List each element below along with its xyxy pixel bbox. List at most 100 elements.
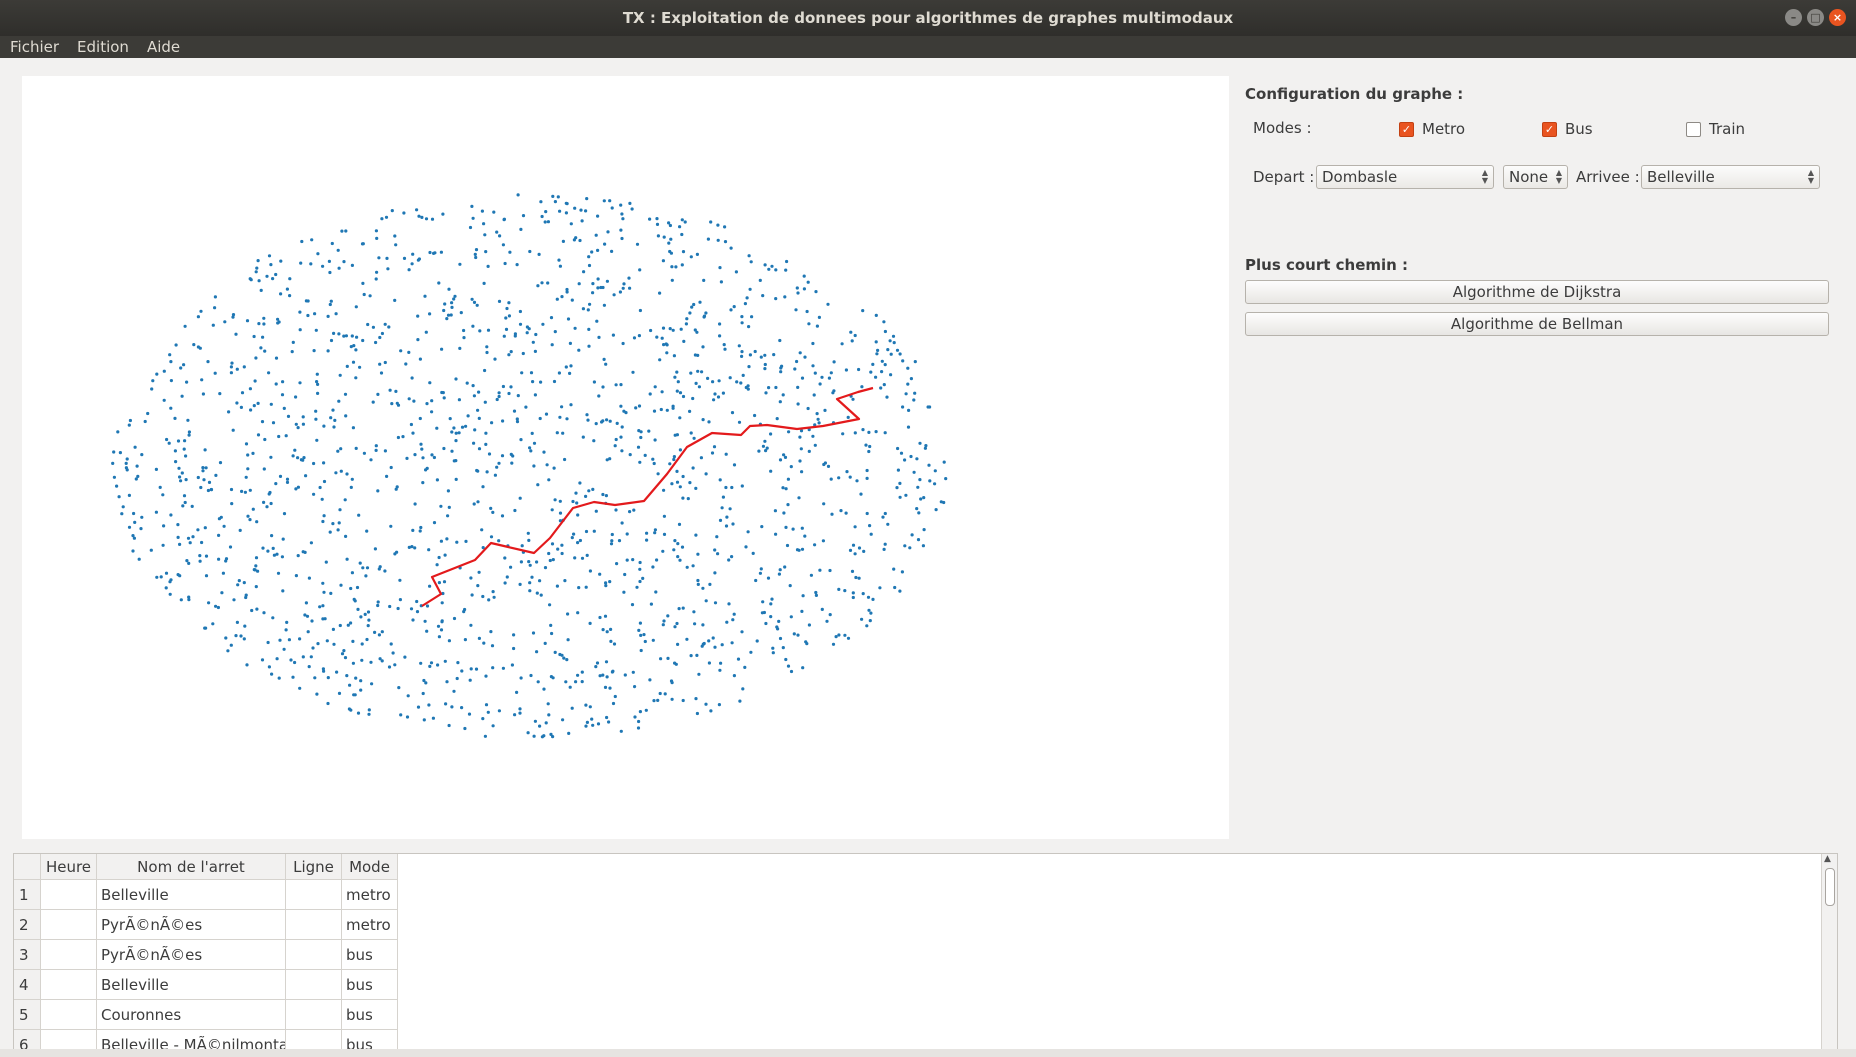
scroll-up-icon[interactable]: ▲: [1824, 854, 1831, 864]
graph-node: [316, 391, 320, 395]
graph-node: [485, 350, 489, 355]
graph-node: [558, 264, 563, 268]
graph-node: [304, 474, 308, 478]
graph-node: [509, 565, 513, 569]
graph-node: [918, 441, 922, 445]
header-nom[interactable]: Nom de l'arret: [97, 854, 286, 879]
graph-node: [673, 625, 677, 629]
table-row[interactable]: 1 Belleville metro: [14, 880, 398, 910]
graph-node: [407, 545, 411, 549]
vertical-scrollbar[interactable]: ▲: [1821, 854, 1837, 1050]
graph-node: [463, 607, 467, 612]
graph-node: [701, 623, 705, 627]
graph-node: [638, 560, 642, 565]
dijkstra-button[interactable]: Algorithme de Dijkstra: [1245, 280, 1829, 304]
depart-select[interactable]: Dombasle ▲ ▼: [1316, 165, 1494, 189]
graph-node: [340, 652, 345, 656]
graph-node: [573, 326, 577, 330]
graph-node: [612, 293, 616, 297]
graph-node: [861, 428, 865, 432]
graph-node: [653, 438, 657, 442]
table-row[interactable]: 3 PyrÃ©nÃ©es bus: [14, 940, 398, 970]
graph-node: [128, 418, 132, 423]
table-row[interactable]: 4 Belleville bus: [14, 970, 398, 1000]
close-icon[interactable]: ×: [1829, 9, 1846, 26]
graph-node: [529, 449, 533, 453]
graph-node: [678, 225, 682, 229]
graph-node: [867, 449, 871, 454]
table-row[interactable]: 5 Couronnes bus: [14, 1000, 398, 1030]
header-ligne[interactable]: Ligne: [286, 854, 342, 879]
train-checkbox[interactable]: Train: [1686, 120, 1745, 138]
menu-fichier[interactable]: Fichier: [10, 38, 60, 56]
graph-node: [577, 282, 581, 286]
graph-node: [678, 416, 682, 420]
graph-node: [238, 528, 242, 532]
graph-node: [680, 232, 684, 237]
graph-node: [673, 539, 677, 543]
graph-node: [543, 566, 548, 570]
graph-node: [800, 547, 805, 551]
menu-edition[interactable]: Edition: [77, 38, 129, 56]
time-select[interactable]: None ▲ ▼: [1503, 165, 1568, 189]
graph-node: [602, 303, 607, 307]
graph-node: [665, 351, 669, 355]
graph-node: [942, 500, 946, 505]
graph-node: [857, 576, 861, 580]
graph-node: [260, 420, 265, 424]
table-row[interactable]: 2 PyrÃ©nÃ©es metro: [14, 910, 398, 940]
graph-node: [375, 236, 379, 240]
graph-node: [769, 602, 773, 606]
graph-node: [482, 641, 486, 645]
graph-node: [584, 494, 588, 498]
graph-node: [648, 678, 652, 682]
graph-plot[interactable]: [22, 76, 1229, 839]
graph-canvas[interactable]: [22, 76, 1229, 839]
graph-node: [594, 233, 598, 237]
bellman-button[interactable]: Algorithme de Bellman: [1245, 312, 1829, 336]
graph-node: [753, 413, 757, 418]
table-cell-nom: Belleville - MÃ©nilmontant: [97, 1030, 286, 1050]
graph-node: [354, 446, 358, 450]
time-value: None: [1509, 168, 1549, 186]
graph-node: [717, 703, 722, 707]
graph-node: [899, 451, 904, 455]
graph-node: [356, 607, 360, 612]
scroll-thumb[interactable]: [1825, 868, 1835, 906]
graph-node: [446, 514, 450, 518]
maximize-icon[interactable]: □: [1807, 9, 1824, 26]
table-row[interactable]: 6 Belleville - MÃ©nilmontant bus: [14, 1030, 398, 1050]
graph-node: [558, 519, 563, 523]
graph-node: [621, 341, 625, 346]
graph-node: [301, 422, 305, 426]
menu-aide[interactable]: Aide: [146, 38, 181, 56]
graph-node: [378, 362, 382, 366]
header-mode[interactable]: Mode: [342, 854, 398, 879]
arrivee-select[interactable]: Belleville ▲ ▼: [1641, 165, 1820, 189]
graph-node: [740, 321, 744, 325]
graph-node: [277, 434, 281, 439]
graph-node: [580, 219, 584, 223]
graph-node: [691, 564, 695, 568]
results-table[interactable]: Heure Nom de l'arret Ligne Mode 1 Bellevi…: [13, 853, 1838, 1051]
graph-node: [590, 717, 594, 721]
minimize-icon[interactable]: –: [1785, 9, 1802, 26]
graph-node: [579, 208, 583, 212]
graph-node: [750, 315, 754, 319]
graph-node: [425, 629, 429, 633]
header-heure[interactable]: Heure: [41, 854, 97, 879]
graph-node: [732, 463, 737, 467]
graph-node: [398, 578, 402, 582]
metro-checkbox[interactable]: ✓ Metro: [1399, 120, 1465, 138]
graph-node: [784, 268, 788, 272]
graph-node: [568, 685, 572, 689]
graph-node: [279, 259, 283, 263]
graph-node: [677, 607, 681, 611]
graph-node: [277, 676, 281, 680]
bus-checkbox[interactable]: ✓ Bus: [1542, 120, 1593, 138]
graph-node: [828, 568, 832, 573]
graph-node: [702, 314, 707, 318]
graph-node: [543, 220, 547, 224]
graph-node: [259, 288, 263, 292]
graph-node: [555, 431, 559, 435]
